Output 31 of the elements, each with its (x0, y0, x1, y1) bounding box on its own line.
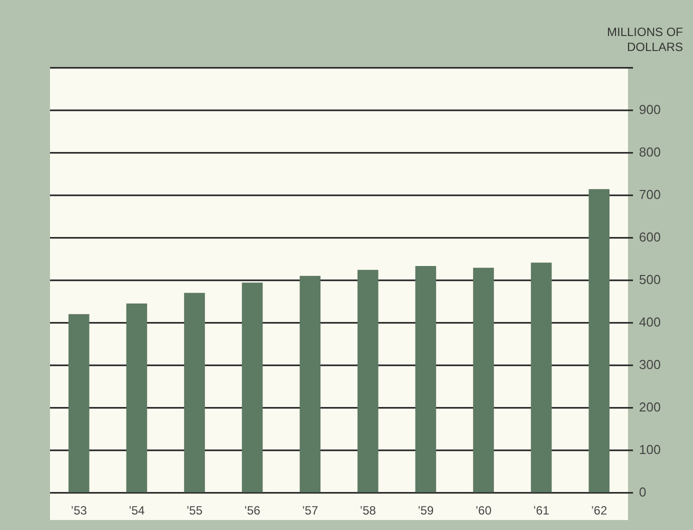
y-tick-label: 400 (639, 314, 661, 330)
y-tick-label: 900 (639, 102, 661, 118)
y-tick-label: 800 (639, 144, 661, 160)
x-tick-label: ’58 (360, 504, 376, 518)
bar (68, 314, 90, 492)
x-tick-label: ’54 (128, 504, 146, 518)
x-tick-label: ’56 (244, 504, 261, 518)
y-tick-label: 200 (639, 400, 661, 415)
x-tick-label: ’61 (533, 504, 550, 518)
bar (588, 189, 610, 492)
y-axis-title: MILLIONS OF DOLLARS (606, 25, 683, 54)
bar (300, 276, 321, 492)
y-tick-label: 700 (639, 187, 661, 202)
x-tick-label: ’62 (591, 504, 608, 518)
x-tick-label: ’60 (475, 504, 492, 518)
y-tick-label: 500 (639, 272, 661, 288)
y-tick-label: 100 (639, 442, 661, 458)
y-tick-label: 300 (639, 357, 661, 372)
y-tick-label: 600 (639, 230, 661, 245)
bar (530, 262, 552, 492)
x-tick-label: ’57 (302, 504, 318, 518)
y-tick-label: 0 (639, 484, 646, 500)
bar (415, 266, 436, 492)
bar (184, 292, 205, 492)
bar (242, 282, 263, 492)
x-tick-label: ’59 (418, 504, 434, 518)
bar (473, 268, 494, 492)
bar (126, 303, 148, 492)
x-tick-label: ’55 (186, 504, 203, 518)
bar (357, 270, 378, 492)
x-tick-label: ’53 (70, 504, 88, 518)
